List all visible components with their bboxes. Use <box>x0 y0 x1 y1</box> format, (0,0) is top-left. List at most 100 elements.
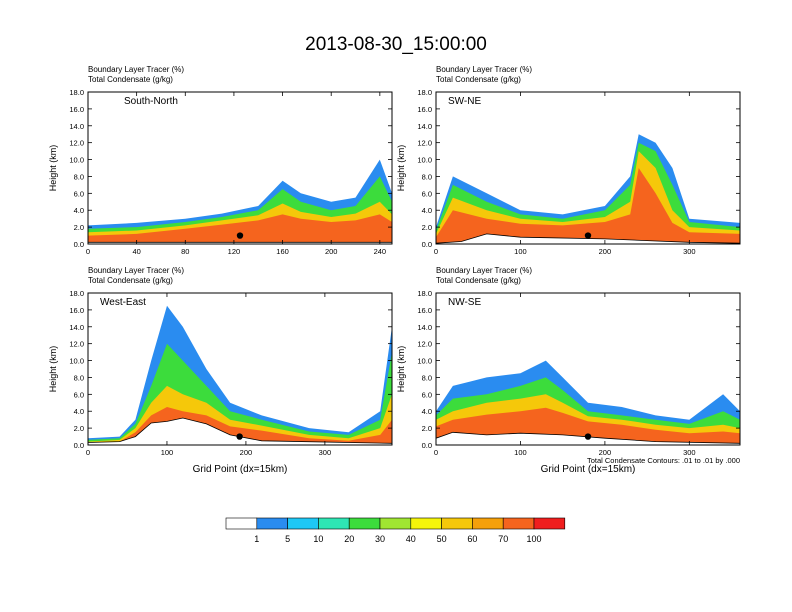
y-tick-label: 0.0 <box>422 240 432 249</box>
panel-header-line: Total Condensate (g/kg) <box>88 75 173 84</box>
tracer-field <box>436 134 740 244</box>
colorbar-label: 1 <box>254 534 259 544</box>
y-tick-label: 16.0 <box>417 306 432 315</box>
colorbar-swatch <box>379 517 412 530</box>
contour-note: Total Condensate Contours: .01 to .01 by… <box>587 456 740 465</box>
tracer-level-70 <box>436 168 740 244</box>
colorbar-swatch <box>348 517 381 530</box>
colorbar-swatch <box>502 517 535 530</box>
panel-label: SW-NE <box>448 96 481 107</box>
panel-header-line: Total Condensate (g/kg) <box>88 276 173 285</box>
y-tick-label: 12.0 <box>69 340 84 349</box>
x-tick-label: 40 <box>132 247 140 256</box>
colorbar-swatch <box>410 517 442 530</box>
x-tick-label: 100 <box>161 448 174 457</box>
y-tick-label: 12.0 <box>417 139 432 148</box>
x-tick-label: 120 <box>228 247 241 256</box>
colorbar-label: 70 <box>498 534 508 544</box>
tracer-field <box>436 360 740 445</box>
x-tick-label: 200 <box>599 448 612 457</box>
x-tick-label: 200 <box>325 247 338 256</box>
colorbar-label: 5 <box>285 534 290 544</box>
y-tick-label: 0.0 <box>74 240 84 249</box>
colorbar-swatch <box>472 517 504 530</box>
colorbar: 1 5 10 20 30 40 50 60 70 100 <box>225 517 566 544</box>
x-tick-label: 100 <box>514 448 527 457</box>
x-tick-label: 0 <box>434 247 438 256</box>
colorbar-swatch <box>441 517 473 530</box>
y-tick-label: 10.0 <box>417 357 432 366</box>
y-tick-label: 16.0 <box>417 105 432 114</box>
y-tick-label: 12.0 <box>417 340 432 349</box>
x-tick-label: 200 <box>599 247 612 256</box>
panel-header-line: Total Condensate (g/kg) <box>436 75 521 84</box>
x-tick-label: 300 <box>319 448 332 457</box>
colorbar-label: 40 <box>406 534 416 544</box>
x-tick-label: 0 <box>86 247 90 256</box>
panel-header-line: Boundary Layer Tracer (%) <box>436 65 532 74</box>
panel-south-north: Boundary Layer Tracer (%)Total Condensat… <box>48 65 393 256</box>
panel-header-line: Boundary Layer Tracer (%) <box>436 266 532 275</box>
y-axis-label: Height (km) <box>396 346 406 393</box>
x-tick-label: 80 <box>181 247 189 256</box>
y-tick-label: 12.0 <box>69 139 84 148</box>
panel-west-east: Boundary Layer Tracer (%)Total Condensat… <box>48 266 393 475</box>
tracer-field <box>88 159 392 244</box>
y-tick-label: 18.0 <box>69 88 84 97</box>
y-tick-label: 14.0 <box>69 323 84 332</box>
panel-header-line: Boundary Layer Tracer (%) <box>88 65 184 74</box>
colorbar-swatch <box>287 517 319 530</box>
y-tick-label: 2.0 <box>422 223 432 232</box>
terrain <box>88 417 392 445</box>
colorbar-swatch <box>533 517 566 530</box>
panel-label: West-East <box>100 297 146 308</box>
y-tick-label: 6.0 <box>74 390 84 399</box>
colorbar-swatch <box>318 517 350 530</box>
y-tick-label: 8.0 <box>422 373 432 382</box>
location-marker <box>236 232 244 239</box>
y-tick-label: 8.0 <box>74 373 84 382</box>
panel-label: NW-SE <box>448 297 481 308</box>
panel-header-line: Total Condensate (g/kg) <box>436 276 521 285</box>
y-tick-label: 2.0 <box>74 223 84 232</box>
location-marker <box>236 433 243 440</box>
x-tick-label: 300 <box>683 247 696 256</box>
plot-frame <box>435 91 741 245</box>
panel-sw-ne: Boundary Layer Tracer (%)Total Condensat… <box>396 65 741 256</box>
y-tick-label: 4.0 <box>74 206 84 215</box>
y-tick-label: 16.0 <box>69 306 84 315</box>
terrain <box>436 233 740 244</box>
y-tick-label: 6.0 <box>422 390 432 399</box>
x-axis-label: Grid Point (dx=15km) <box>193 464 288 475</box>
y-tick-label: 6.0 <box>422 189 432 198</box>
location-marker <box>584 433 592 440</box>
y-tick-label: 16.0 <box>69 105 84 114</box>
location-marker <box>584 232 592 239</box>
y-axis-label: Height (km) <box>48 145 58 192</box>
colorbar-label: 30 <box>375 534 385 544</box>
tracer-level-70 <box>88 214 392 244</box>
y-tick-label: 4.0 <box>74 407 84 416</box>
plot-frame <box>435 292 741 446</box>
y-tick-label: 10.0 <box>69 156 84 165</box>
y-tick-label: 4.0 <box>422 407 432 416</box>
y-tick-label: 8.0 <box>422 172 432 181</box>
colorbar-label: 20 <box>344 534 354 544</box>
y-tick-label: 14.0 <box>417 323 432 332</box>
y-tick-label: 6.0 <box>74 189 84 198</box>
x-tick-label: 300 <box>683 448 696 457</box>
panel-header-line: Boundary Layer Tracer (%) <box>88 266 184 275</box>
panel-nw-se: Boundary Layer Tracer (%)Total Condensat… <box>396 266 741 475</box>
y-tick-label: 14.0 <box>69 122 84 131</box>
tracer-field <box>88 305 392 445</box>
x-axis-label: Grid Point (dx=15km) <box>541 464 636 475</box>
x-tick-label: 0 <box>86 448 90 457</box>
figure-title: 2013-08-30_15:00:00 <box>305 34 487 55</box>
y-axis-label: Height (km) <box>48 346 58 393</box>
plot-frame <box>87 91 393 245</box>
y-tick-label: 2.0 <box>74 424 84 433</box>
y-axis-label: Height (km) <box>396 145 406 192</box>
y-tick-label: 18.0 <box>417 289 432 298</box>
x-tick-label: 100 <box>514 247 527 256</box>
y-tick-label: 18.0 <box>69 289 84 298</box>
